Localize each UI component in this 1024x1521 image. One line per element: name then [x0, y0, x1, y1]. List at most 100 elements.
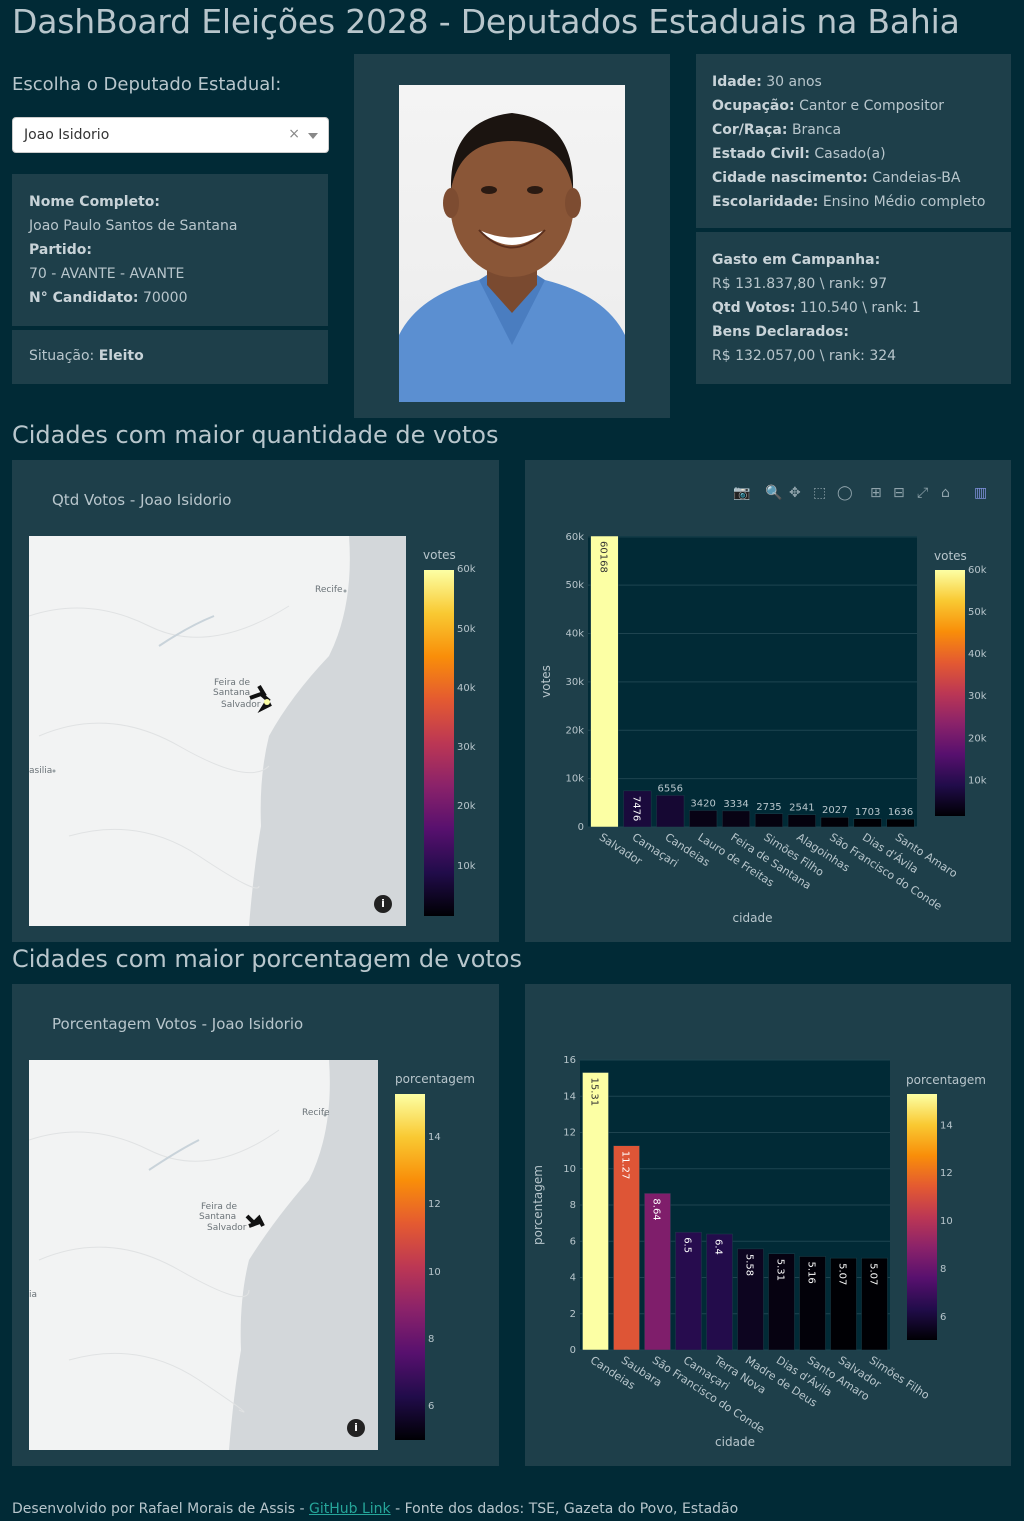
bar: [754, 813, 784, 828]
bar-value-label: 3420: [690, 798, 715, 809]
votes-map-colorbar: [424, 570, 454, 916]
colorbar-tick: 20k: [968, 733, 987, 744]
chevron-down-icon[interactable]: [308, 133, 318, 139]
y-tick-label: 20k: [565, 725, 584, 736]
page-title: DashBoard Eleições 2028 - Deputados Esta…: [12, 2, 960, 41]
votes-bar-chart[interactable]: 010k20k30k40k50k60kvotes60168Salvador747…: [525, 520, 1011, 940]
age-label: Idade:: [712, 74, 762, 90]
footer-suffix: - Fonte dos dados: TSE, Gazeta do Povo, …: [390, 1501, 739, 1517]
info-icon[interactable]: i: [374, 895, 392, 913]
occupation-label: Ocupação:: [712, 98, 795, 114]
votes-value: 110.540 \ rank: 1: [799, 300, 921, 316]
status-card: Situação: Eleito: [12, 330, 328, 384]
lasso-icon[interactable]: ◯: [837, 485, 853, 501]
deputy-dropdown[interactable]: Joao Isidorio ×: [12, 117, 329, 153]
colorbar-tick: 40k: [457, 682, 476, 694]
full-name-value: Joao Paulo Santos de Santana: [29, 218, 238, 234]
votes-section-title: Cidades com maior quantidade de votos: [12, 421, 499, 449]
y-tick-label: 0: [578, 822, 584, 833]
personal-info-card: Idade: 30 anos Ocupação: Cantor e Compos…: [696, 54, 1011, 228]
percent-map[interactable]: Recife Feira de Santana Salvador ia i: [29, 1060, 378, 1450]
colorbar-tick: 6: [940, 1312, 946, 1323]
bar-value-label: 60168: [597, 541, 608, 573]
occupation-value: Cantor e Compositor: [799, 98, 945, 114]
bar-value-label: 2027: [822, 805, 847, 816]
camera-icon[interactable]: 📷: [733, 485, 751, 501]
colorbar-tick: 6: [428, 1401, 435, 1413]
bar-value-label: 2735: [756, 802, 781, 813]
y-tick-label: 4: [570, 1273, 576, 1284]
bar-value-label: 11.27: [620, 1151, 631, 1180]
zoom-in-icon[interactable]: ⊞: [870, 485, 882, 501]
percent-map-title: Porcentagem Votos - Joao Isidorio: [52, 1015, 304, 1033]
bar-value-label: 6556: [658, 783, 683, 794]
zoom-icon[interactable]: 🔍: [765, 485, 783, 501]
colorbar-tick: 10: [940, 1216, 953, 1227]
map-label-feira: Feira de: [201, 1202, 238, 1212]
zoom-out-icon[interactable]: ⊟: [893, 485, 905, 501]
bar-value-label: 6.5: [682, 1237, 693, 1253]
y-tick-label: 6: [570, 1236, 576, 1247]
status-label: Situação:: [29, 348, 95, 364]
box-select-icon[interactable]: ⬚: [813, 485, 827, 501]
percent-bar-chart[interactable]: 0246810121416porcentagem15.31Candeias11.…: [525, 1044, 1011, 1464]
bar-value-label: 6.4: [713, 1239, 724, 1255]
bar: [689, 810, 718, 828]
votes-map[interactable]: Recife Feira de Santana Salvador asilia …: [29, 536, 406, 926]
race-value: Branca: [791, 122, 842, 138]
y-tick-label: 10k: [565, 774, 584, 785]
map-label-salvador: Salvador: [207, 1223, 247, 1233]
autoscale-icon[interactable]: ⤢: [917, 485, 929, 501]
map-label-brasilia: asilia: [29, 766, 53, 776]
candidate-photo: [399, 85, 625, 402]
party-label: Partido:: [29, 242, 92, 258]
bar-value-label: 5.07: [837, 1263, 848, 1285]
github-link[interactable]: GitHub Link: [308, 1501, 391, 1517]
y-tick-label: 12: [563, 1128, 576, 1139]
info-icon[interactable]: i: [347, 1419, 365, 1437]
x-axis-label: cidade: [733, 911, 773, 925]
bar: [656, 795, 685, 828]
bar-value-label: 1636: [888, 807, 913, 818]
assets-label: Bens Declarados:: [712, 324, 849, 340]
marital-label: Estado Civil:: [712, 146, 810, 162]
colorbar-tick: 30k: [457, 741, 476, 753]
y-tick-label: 30k: [565, 677, 584, 688]
assets-value: R$ 132.057,00 \ rank: 324: [712, 348, 897, 364]
pan-icon[interactable]: ✥: [789, 485, 801, 501]
colorbar-tick: 8: [428, 1334, 435, 1345]
bar: [675, 1231, 702, 1351]
status-value: Eleito: [98, 348, 144, 364]
bar: [886, 818, 915, 828]
clear-icon[interactable]: ×: [288, 126, 300, 142]
age-value: 30 anos: [766, 74, 822, 90]
plotly-logo-icon[interactable]: ▥: [974, 485, 988, 501]
y-tick-label: 40k: [565, 629, 584, 640]
party-value: 70 - AVANTE - AVANTE: [29, 266, 185, 282]
colorbar: [907, 1094, 937, 1340]
campaign-card: Gasto em Campanha: R$ 131.837,80 \ rank:…: [696, 232, 1011, 384]
home-icon[interactable]: ⌂: [941, 485, 950, 501]
bar-value-label: 5.31: [775, 1259, 786, 1281]
y-tick-label: 16: [563, 1055, 576, 1066]
y-axis-label: porcentagem: [531, 1165, 545, 1245]
bar-value-label: 3334: [723, 799, 748, 810]
bar-value-label: 2541: [789, 803, 814, 814]
bar: [644, 1193, 671, 1351]
bar-value-label: 5.58: [744, 1254, 755, 1276]
colorbar-title: porcentagem: [906, 1073, 986, 1087]
map-label-santana: Santana: [199, 1212, 237, 1222]
number-label: N° Candidato:: [29, 290, 139, 306]
map-label-feira: Feira de: [214, 678, 251, 688]
y-tick-label: 60k: [565, 532, 584, 543]
bar: [582, 1072, 609, 1351]
bar-value-label: 7476: [630, 796, 641, 821]
bar-value-label: 1703: [855, 807, 880, 818]
race-label: Cor/Raça:: [712, 122, 788, 138]
colorbar-tick: 12: [428, 1199, 441, 1211]
map-label-santana: Santana: [213, 688, 251, 698]
votes-map-colorbar-title: votes: [423, 548, 456, 562]
y-tick-label: 14: [563, 1091, 576, 1102]
colorbar-tick: 10k: [968, 775, 987, 786]
colorbar-tick: 14: [940, 1120, 953, 1131]
